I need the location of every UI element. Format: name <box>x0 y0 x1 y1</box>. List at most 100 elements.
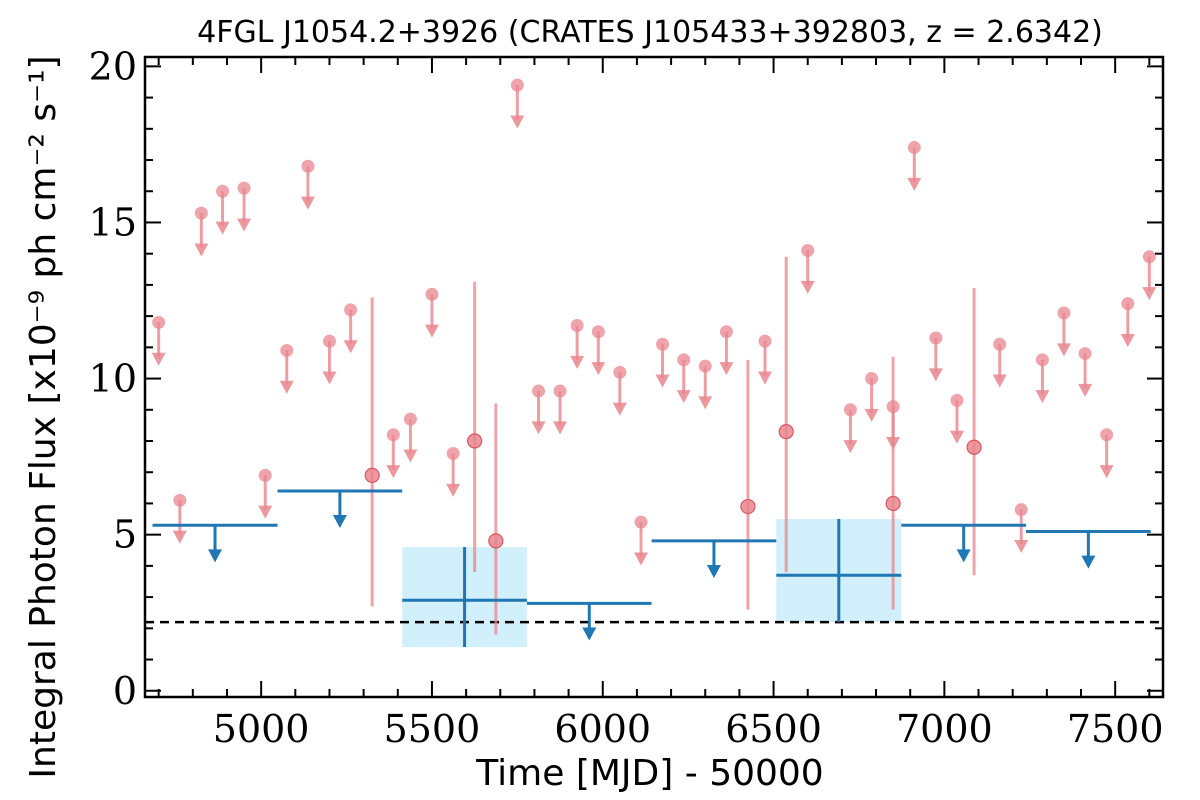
yearly-points-layer <box>152 489 1151 648</box>
y-tick-label: 0 <box>113 669 137 713</box>
monthly-upper-limit-arrow <box>424 324 439 338</box>
yearly-upper-limit-arrow <box>332 515 347 529</box>
yearly-upper-limit-arrow <box>582 627 597 641</box>
axis-ticks: 5000 5500 6000 6500 7000 7500 0 5 10 15 20 <box>89 44 1164 751</box>
monthly-upper-limit-point <box>1078 347 1092 361</box>
monthly-upper-limit-point <box>446 446 460 460</box>
y-tick-label: 5 <box>113 513 137 557</box>
monthly-upper-limit-arrow <box>758 371 773 385</box>
plot-frame <box>143 55 1165 699</box>
monthly-upper-limit-point <box>591 325 605 339</box>
monthly-upper-limit-arrow <box>151 352 166 366</box>
monthly-upper-limit-point <box>993 337 1007 351</box>
monthly-detection-point <box>364 467 380 483</box>
x-tick-label: 7500 <box>1067 707 1164 751</box>
y-tick-label: 10 <box>89 357 137 401</box>
monthly-upper-limit-arrow <box>1014 540 1029 554</box>
monthly-upper-limit-arrow <box>510 115 525 129</box>
monthly-upper-limit-point <box>801 244 815 258</box>
monthly-upper-limit-arrow <box>698 396 713 410</box>
monthly-upper-limit-arrow <box>864 408 879 422</box>
yearly-band-layer <box>402 519 902 648</box>
monthly-upper-limit-point <box>634 515 648 529</box>
monthly-upper-limit-arrow <box>322 371 337 385</box>
monthly-upper-limit-arrow <box>215 221 230 235</box>
monthly-detection-point <box>740 498 756 515</box>
monthly-upper-limit-arrow <box>553 421 568 435</box>
x-tick-label: 6500 <box>725 707 822 751</box>
monthly-upper-limit-arrow <box>907 177 922 191</box>
x-axis-label: Time [MJD] - 50000 <box>475 753 823 794</box>
monthly-upper-limit-point <box>173 493 187 507</box>
monthly-upper-limit-arrow <box>570 355 585 369</box>
monthly-upper-limit-arrow <box>634 552 649 566</box>
monthly-upper-limit-point <box>1057 306 1071 320</box>
monthly-upper-limit-point <box>344 303 358 317</box>
monthly-upper-limit-point <box>237 181 251 195</box>
y-axis-label: Integral Photon Flux [x10⁻⁹ ph cm⁻² s⁻¹] <box>23 55 64 778</box>
monthly-upper-limit-arrow <box>1078 383 1093 397</box>
monthly-upper-limit-point <box>613 365 627 379</box>
monthly-upper-limit-point <box>677 353 691 367</box>
monthly-upper-limit-point <box>656 337 670 351</box>
yearly-upper-limit-arrow <box>1081 555 1096 569</box>
monthly-upper-limit-point <box>152 315 166 329</box>
monthly-upper-limit-point <box>1014 503 1028 517</box>
y-tick-label: 20 <box>89 44 137 88</box>
monthly-upper-limit-point <box>322 334 336 348</box>
monthly-upper-limit-arrow <box>386 465 401 479</box>
monthly-upper-limit-arrow <box>1120 333 1135 347</box>
monthly-upper-limit-arrow <box>237 218 252 232</box>
monthly-upper-limit-point <box>1142 250 1156 264</box>
monthly-upper-limit-point <box>425 287 439 301</box>
monthly-upper-limit-arrow <box>950 430 965 444</box>
monthly-detection-point <box>467 433 483 449</box>
monthly-detection-point <box>885 495 901 512</box>
yearly-upper-limit-arrow <box>956 549 971 563</box>
monthly-upper-limit-arrow <box>172 530 187 544</box>
monthly-upper-limit-point <box>907 141 921 155</box>
yearly-upper-limit-arrow <box>208 549 223 563</box>
monthly-upper-limit-arrow <box>258 505 273 519</box>
monthly-detection-point <box>778 424 794 440</box>
monthly-upper-limit-arrow <box>800 280 815 294</box>
plot-border <box>143 55 1165 699</box>
monthly-upper-limit-point <box>258 468 272 482</box>
monthly-upper-limit-point <box>301 159 315 173</box>
monthly-upper-limit-point <box>1100 428 1114 442</box>
monthly-upper-limit-point <box>553 384 567 398</box>
monthly-upper-limit-arrow <box>1056 343 1071 357</box>
monthly-upper-limit-point <box>698 359 712 373</box>
monthly-upper-limit-arrow <box>655 374 670 388</box>
monthly-upper-limit-point <box>386 428 400 442</box>
monthly-upper-limit-point <box>719 325 733 339</box>
x-tick-label: 6000 <box>554 707 651 751</box>
monthly-upper-limit-arrow <box>928 368 943 382</box>
y-tick-label: 15 <box>89 200 137 244</box>
monthly-upper-limit-arrow <box>446 483 461 497</box>
monthly-upper-limit-arrow <box>719 362 734 376</box>
monthly-upper-limit-arrow <box>843 440 858 454</box>
monthly-detection-point <box>488 533 504 549</box>
monthly-upper-limit-arrow <box>403 449 418 463</box>
monthly-points-layer <box>151 78 1157 635</box>
monthly-upper-limit-point <box>950 393 964 407</box>
monthly-upper-limit-arrow <box>612 402 627 416</box>
monthly-upper-limit-arrow <box>591 362 606 376</box>
monthly-upper-limit-point <box>1121 297 1135 311</box>
x-tick-label: 5500 <box>384 707 481 751</box>
monthly-upper-limit-arrow <box>279 380 294 394</box>
monthly-upper-limit-point <box>194 206 208 220</box>
monthly-upper-limit-arrow <box>1099 465 1114 479</box>
monthly-upper-limit-arrow <box>992 374 1007 388</box>
monthly-detection-point <box>966 439 982 455</box>
chart-title: 4FGL J1054.2+3926 (CRATES J105433+392803… <box>197 15 1103 50</box>
monthly-upper-limit-arrow <box>300 196 315 210</box>
x-tick-label: 5000 <box>213 707 310 751</box>
monthly-upper-limit-point <box>570 318 584 332</box>
monthly-upper-limit-arrow <box>1035 390 1050 404</box>
monthly-upper-limit-point <box>865 372 879 386</box>
monthly-upper-limit-point <box>758 334 772 348</box>
monthly-upper-limit-arrow <box>343 340 358 354</box>
